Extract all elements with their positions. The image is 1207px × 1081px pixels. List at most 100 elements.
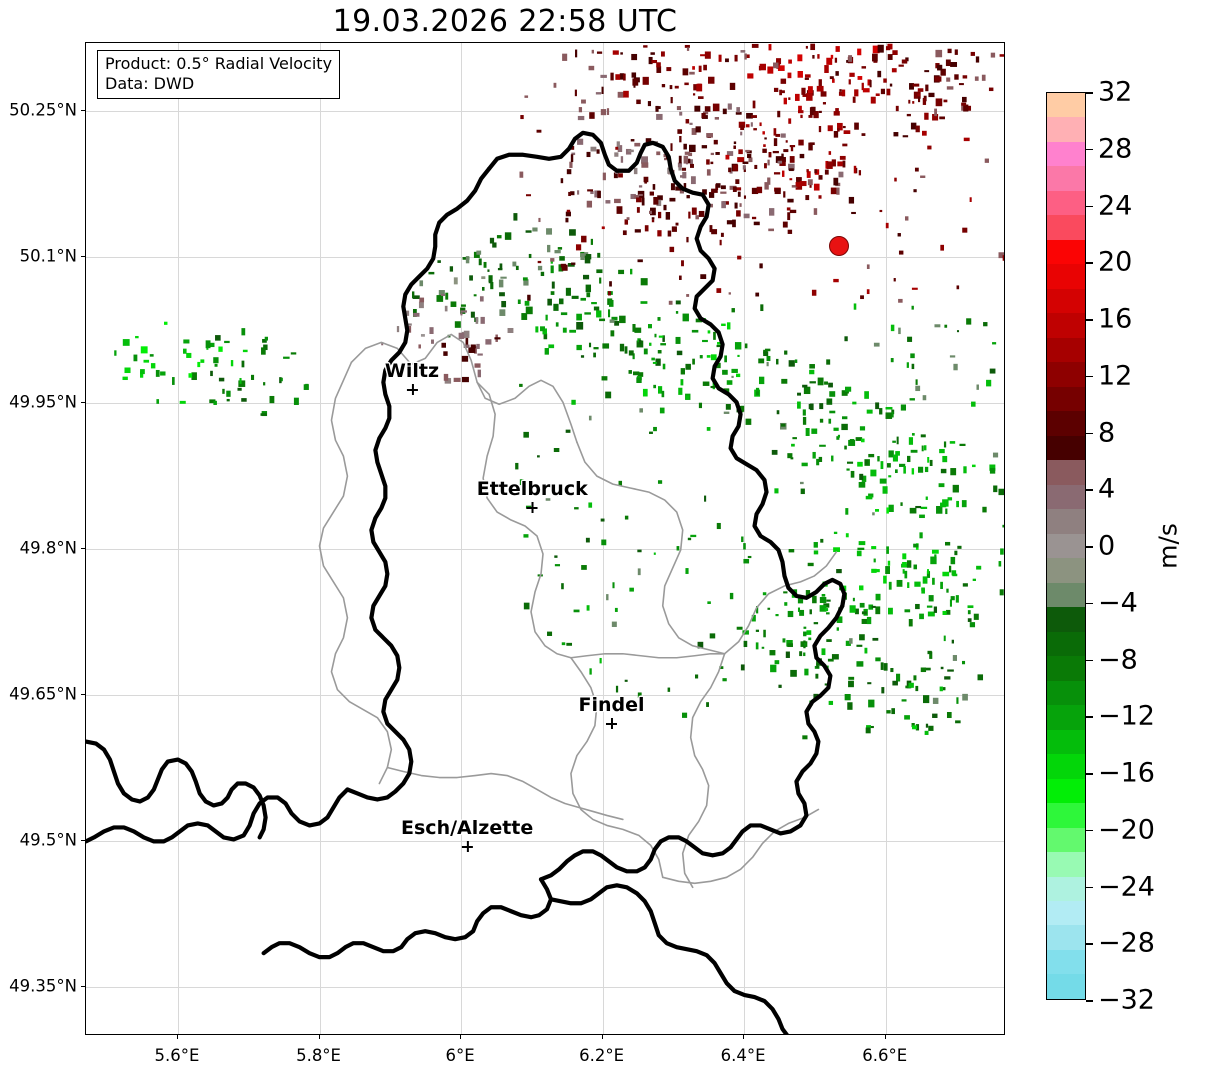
colorbar-tick-label-8: 0	[1098, 530, 1116, 562]
colorbar-tick-label-4: 16	[1098, 303, 1133, 335]
colorbar-tick-label-6: 8	[1098, 417, 1116, 448]
colorbar-tick-label-3: 20	[1098, 246, 1133, 278]
colorbar-band-2	[1047, 141, 1085, 167]
longitude-tick-1: 5.8°E	[296, 1046, 341, 1065]
colorbar-tickmark	[1086, 489, 1093, 491]
city-label: Ettelbruck	[476, 478, 588, 501]
gridline-horizontal	[86, 257, 1004, 259]
colorbar-band-28	[1047, 778, 1085, 804]
latitude-tickmark	[81, 840, 85, 842]
longitude-tickmark	[177, 1035, 178, 1039]
colorbar-band-13	[1047, 411, 1085, 436]
city-label: Esch/Alzette	[401, 817, 534, 840]
gridline-vertical	[744, 43, 746, 1034]
colorbar-tickmark	[1086, 602, 1093, 605]
colorbar-band-9	[1047, 313, 1085, 338]
latitude-tickmark	[81, 110, 85, 112]
colorbar-tickmark	[1086, 375, 1093, 378]
colorbar-tickmark	[1086, 205, 1093, 207]
longitude-tick-0: 5.6°E	[154, 1046, 200, 1065]
colorbar-tickmark	[1086, 943, 1093, 945]
colorbar-band-33	[1047, 900, 1085, 926]
city-esch-alzette: Esch/Alzette	[401, 817, 534, 853]
colorbar-band-14	[1047, 435, 1085, 461]
gridline-vertical	[461, 43, 463, 1034]
colorbar-band-24	[1047, 680, 1085, 706]
gridline-horizontal	[86, 841, 1004, 843]
colorbar-band-0	[1047, 93, 1085, 118]
colorbar-band-11	[1047, 362, 1085, 387]
colorbar-band-8	[1047, 288, 1085, 314]
longitude-tick-4: 6.4°E	[720, 1046, 766, 1065]
colorbar-tickmark	[1086, 319, 1093, 321]
longitude-tickmark	[884, 1035, 886, 1039]
colorbar-band-10	[1047, 337, 1085, 363]
colorbar-band-22	[1047, 631, 1085, 657]
colorbar-band-32	[1047, 876, 1085, 901]
colorbar-band-16	[1047, 484, 1085, 510]
latitude-tick-labels: 50.25°N 50.1°N 49.95°N 49.8°N 49.65°N 49.5°N 4…	[0, 0, 85, 1081]
longitude-tick-3: 6.2°E	[579, 1046, 625, 1065]
colorbar-tick-label-11: −12	[1098, 700, 1155, 732]
longitude-tickmark	[318, 1035, 320, 1039]
city-ettelbruck: Ettelbruck	[476, 478, 588, 514]
longitude-tick-2: 6°E	[445, 1046, 475, 1065]
colorbar-band-35	[1047, 949, 1085, 975]
city-marker-cross-icon	[406, 383, 418, 395]
colorbar-band-6	[1047, 239, 1085, 265]
colorbar-band-4	[1047, 190, 1085, 216]
page-title: 19.03.2026 22:58 UTC	[332, 4, 678, 39]
colorbar	[1046, 92, 1086, 1000]
longitude-tick-5: 6.6°E	[862, 1046, 908, 1065]
latitude-tick-3: 49.8°N	[19, 538, 77, 558]
info-product: Product: 0.5° Radial Velocity	[105, 54, 333, 73]
colorbar-unit-label: m/s	[1153, 523, 1183, 569]
info-data-source: Data: DWD	[105, 74, 195, 93]
info-box: Product: 0.5° Radial Velocity Data: DWD	[97, 50, 341, 99]
colorbar-tick-label-15: −28	[1098, 927, 1155, 959]
colorbar-tick-label-9: −4	[1098, 587, 1138, 619]
colorbar-tickmark	[1086, 659, 1093, 661]
latitude-tickmark	[81, 402, 85, 404]
colorbar-band-15	[1047, 460, 1085, 485]
longitude-tickmark	[460, 1035, 462, 1039]
gridline-horizontal	[86, 695, 1004, 697]
colorbar-band-7	[1047, 264, 1085, 289]
latitude-tick-5: 49.5°N	[19, 830, 77, 850]
city-wiltz: Wiltz	[385, 360, 439, 395]
radar-map-axes	[85, 42, 1005, 1035]
city-label: Findel	[578, 693, 645, 716]
colorbar-band-5	[1047, 215, 1085, 240]
colorbar-band-26	[1047, 729, 1085, 755]
latitude-tickmark	[81, 694, 85, 696]
colorbar-tickmark	[1086, 716, 1093, 718]
colorbar-tick-label-5: 12	[1098, 360, 1133, 392]
latitude-tick-4: 49.65°N	[9, 684, 77, 704]
colorbar-tickmark	[1086, 546, 1093, 548]
colorbar-tickmark	[1086, 1000, 1093, 1002]
city-label: Wiltz	[384, 359, 440, 382]
latitude-tick-1: 50.1°N	[19, 246, 77, 266]
map-graphics	[86, 43, 1004, 1034]
map-clip	[86, 43, 1004, 1034]
colorbar-tick-label-0: 32	[1098, 76, 1133, 108]
gridline-horizontal	[86, 403, 1004, 405]
colorbar-tick-label-16: −32	[1098, 984, 1155, 1016]
colorbar-band-34	[1047, 925, 1085, 950]
gridline-horizontal	[86, 111, 1004, 113]
colorbar-band-27	[1047, 754, 1085, 779]
gridline-vertical	[319, 43, 321, 1034]
colorbar-band-25	[1047, 705, 1085, 730]
national-border	[86, 130, 847, 1034]
colorbar-band-23	[1047, 656, 1085, 681]
latitude-tick-6: 49.35°N	[9, 976, 77, 996]
colorbar-band-20	[1047, 582, 1085, 608]
city-marker-cross-icon	[526, 502, 538, 514]
colorbar-tickmark	[1086, 773, 1093, 775]
gridline-horizontal	[86, 549, 1004, 551]
colorbar-tickmark	[1086, 92, 1093, 94]
colorbar-tickmark	[1086, 432, 1093, 434]
longitude-tickmark	[743, 1035, 745, 1039]
colorbar-tick-label-14: −24	[1098, 871, 1155, 902]
